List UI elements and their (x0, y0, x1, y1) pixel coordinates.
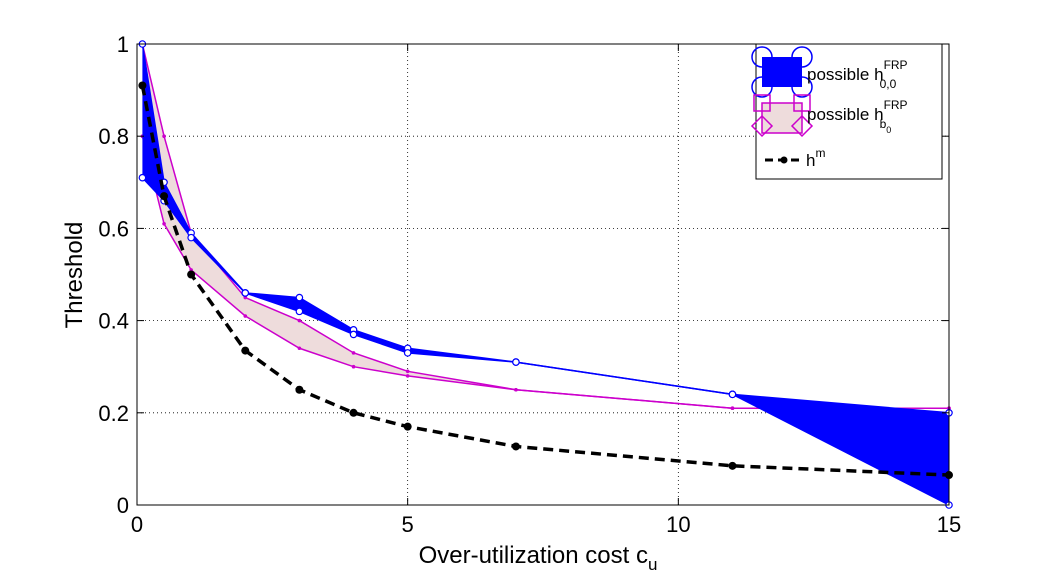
legend-label-h00: possible hFRP 0,0 (807, 58, 908, 91)
x-tick-label-2: 10 (666, 512, 690, 537)
plot-frame (136, 43, 950, 506)
series-layer (138, 40, 953, 509)
band-upper-point-1-1 (162, 134, 166, 138)
series-point-2-8 (728, 461, 737, 470)
y-axis-label: Threshold (61, 222, 88, 329)
y-tick-label-5: 1 (117, 32, 129, 57)
band-upper-point-1-3 (243, 295, 248, 300)
band-lower-point-1-8 (730, 406, 735, 410)
band-lower-point-1-6 (405, 374, 410, 378)
legend-label-hb0: possible hFRP b0 (807, 98, 908, 135)
band-lower-point-0-7 (512, 358, 520, 366)
band-lower-point-1-3 (243, 314, 248, 318)
series-point-2-0 (138, 81, 147, 90)
band-upper-point-0-4 (295, 293, 304, 302)
band-upper-point-1-6 (405, 369, 410, 374)
x-axis-label: Over-utilization cost cu (419, 542, 658, 574)
band-upper-point-1-5 (351, 351, 356, 355)
legend-marker-band-h00 (751, 46, 813, 98)
series-0 (138, 40, 953, 509)
x-axis-label-main: Over-utilization cost c (419, 542, 648, 569)
band-lower-point-0-6 (403, 349, 412, 357)
y-tick-label-1: 0.2 (98, 401, 129, 426)
x-axis-label-subscript: u (648, 555, 657, 574)
band-lower-line-0 (141, 177, 950, 506)
legend-label-hm: hm (806, 146, 825, 170)
x-tick-label-0: 0 (131, 512, 143, 537)
band-lower-point-0-4 (295, 307, 304, 316)
band-lower-point-0-3 (241, 289, 250, 297)
band-lower-point-0-0 (138, 173, 147, 182)
band-lower-line-1 (141, 136, 949, 409)
band-upper-point-1-4 (297, 318, 302, 323)
band-fill-0 (142, 44, 949, 505)
band-lower-point-1-4 (297, 346, 302, 351)
y-tick-label-2: 0.4 (98, 309, 129, 334)
series-point-2-3 (241, 346, 250, 355)
y-tick-label-3: 0.6 (98, 216, 129, 241)
legend: possible hFRP 0,0 possible hFRP b0 hm (750, 43, 943, 180)
x-tick-label-1: 5 (402, 512, 414, 537)
series-point-2-1 (160, 192, 169, 201)
series-point-2-7 (511, 442, 520, 451)
band-lower-point-1-5 (351, 364, 356, 369)
legend-marker-band-hb0 (750, 94, 814, 138)
y-tick-label-4: 0.8 (98, 124, 129, 149)
series-point-2-2 (187, 270, 196, 279)
series-point-2-5 (349, 408, 358, 417)
series-point-2-6 (403, 422, 412, 431)
series-2 (138, 81, 953, 480)
axis-ticks: 0 5 10 15 0 0.2 0.4 0.6 0.8 1 (98, 32, 961, 537)
y-tick-label-0: 0 (117, 493, 129, 518)
band-lower-point-0-5 (349, 330, 358, 339)
series-line-2 (140, 85, 950, 477)
band-lower-point-0-2 (187, 233, 195, 242)
band-lower-point-1-1 (162, 221, 166, 226)
legend-marker-hm (765, 156, 803, 164)
x-tick-label-3: 15 (937, 512, 961, 537)
band-lower-point-1-7 (514, 387, 518, 392)
band-lower-point-0-8 (728, 390, 737, 399)
series-point-2-4 (295, 385, 304, 394)
